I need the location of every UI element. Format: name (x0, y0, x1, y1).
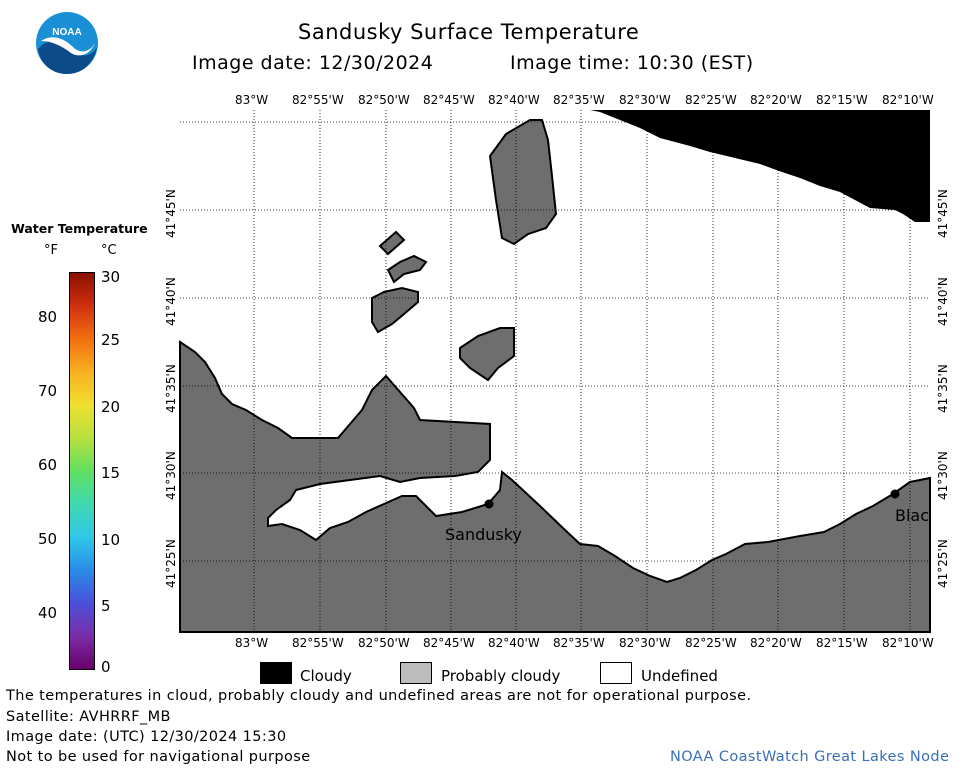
lat-label-left: 41°25'N (164, 539, 178, 588)
colorbar-c-tick: 30 (101, 268, 121, 286)
lat-label-right: 41°45'N (936, 189, 950, 238)
lon-label-bottom: 82°45'W (423, 636, 475, 650)
lon-label-top: 82°25'W (685, 93, 737, 107)
colorbar-c-tick: 25 (101, 331, 121, 349)
mainland (179, 340, 931, 633)
colorbar-c-tick: 5 (101, 597, 111, 615)
lon-label-bottom: 82°20'W (750, 636, 802, 650)
footer-node: NOAA CoastWatch Great Lakes Node (670, 749, 950, 765)
cloud-region (590, 110, 930, 222)
colorbar-c-tick: 20 (101, 398, 121, 416)
graticule (180, 110, 930, 632)
sandusky-marker (484, 499, 494, 509)
legend-swatch-cloudy (260, 662, 292, 684)
island-middle (459, 327, 515, 382)
lon-label-bottom: 82°40'W (488, 636, 540, 650)
lon-label-bottom: 82°55'W (292, 636, 344, 650)
lon-label-top: 82°20'W (750, 93, 802, 107)
lon-label-bottom: 82°35'W (553, 636, 605, 650)
footer-disclaimer: The temperatures in cloud, probably clou… (6, 688, 752, 704)
lon-label-bottom: 82°50'W (358, 636, 410, 650)
lon-label-bottom: 83°W (235, 636, 269, 650)
colorbar-unit-c: °C (101, 243, 117, 258)
page-title: Sandusky Surface Temperature (298, 20, 640, 44)
footer-satellite: Satellite: AVHRRF_MB (6, 709, 171, 725)
footer-navigation: Not to be used for navigational purpose (6, 749, 311, 765)
colorbar-c-tick: 0 (101, 658, 111, 676)
island-small-2 (386, 254, 428, 284)
lat-label-right: 41°30'N (936, 451, 950, 500)
lon-label-top: 82°30'W (619, 93, 671, 107)
place-label-blac: Blac (895, 506, 929, 525)
image-time: Image time: 10:30 (EST) (510, 52, 754, 74)
image-date: Image date: 12/30/2024 (192, 52, 434, 74)
blac-marker (890, 489, 900, 499)
colorbar-title: Water Temperature (11, 221, 148, 236)
lon-label-top: 82°10'W (882, 93, 934, 107)
lon-label-top: 82°55'W (292, 93, 344, 107)
noaa-logo-text: NOAA (52, 27, 81, 38)
lat-label-right: 41°40'N (936, 277, 950, 326)
lon-label-top: 82°50'W (358, 93, 410, 107)
island-south-bass (371, 286, 419, 334)
colorbar-f-tick: 60 (38, 456, 58, 474)
legend-swatch-probably-cloudy (400, 662, 432, 684)
colorbar-f-tick: 40 (38, 604, 58, 622)
colorbar-f-tick: 70 (38, 382, 58, 400)
lat-label-left: 41°30'N (164, 451, 178, 500)
colorbar-gradient (69, 272, 95, 670)
colorbar-unit-f: °F (44, 243, 58, 258)
lat-label-left: 41°40'N (164, 277, 178, 326)
lat-label-right: 41°25'N (936, 539, 950, 588)
footer-utc-date: Image date: (UTC) 12/30/2024 15:30 (6, 729, 287, 745)
legend-swatch-undefined (600, 662, 632, 684)
lon-label-top: 82°35'W (553, 93, 605, 107)
lon-label-top: 82°40'W (488, 93, 540, 107)
lon-label-bottom: 82°30'W (619, 636, 671, 650)
lon-label-top: 82°15'W (816, 93, 868, 107)
lon-label-bottom: 82°25'W (685, 636, 737, 650)
noaa-logo: NOAA (36, 12, 98, 74)
legend-label-probably-cloudy: Probably cloudy (441, 667, 561, 685)
colorbar-f-tick: 80 (38, 308, 58, 326)
lon-label-bottom: 82°10'W (882, 636, 934, 650)
lon-label-top: 83°W (235, 93, 269, 107)
kelleys-island (488, 119, 558, 246)
lon-label-top: 82°45'W (423, 93, 475, 107)
colorbar-c-tick: 10 (101, 531, 121, 549)
lon-label-bottom: 82°15'W (816, 636, 868, 650)
lat-label-left: 41°35'N (164, 364, 178, 413)
colorbar-f-tick: 50 (38, 530, 58, 548)
legend-label-cloudy: Cloudy (300, 667, 352, 685)
colorbar-c-tick: 15 (101, 464, 121, 482)
legend-label-undefined: Undefined (641, 667, 718, 685)
place-label-sandusky: Sandusky (445, 525, 522, 544)
lat-label-left: 41°45'N (164, 189, 178, 238)
lat-label-right: 41°35'N (936, 364, 950, 413)
